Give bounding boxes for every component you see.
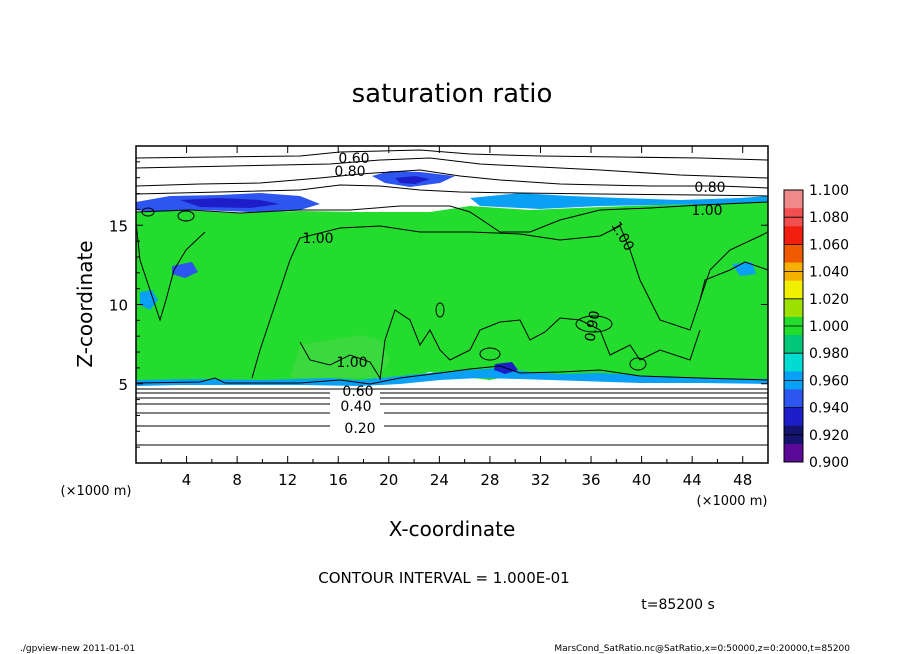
contour-line: [299, 225, 621, 241]
colorbar-label: 1.100: [809, 183, 849, 199]
colorbar-swatch: [784, 353, 803, 372]
colorbar-swatch: [784, 335, 803, 354]
plot-area: 0.600.800.801.001.001.001.000.900.600.40…: [135, 145, 769, 464]
x-tick-label: 8: [232, 471, 242, 489]
contour-label: 0.80: [334, 164, 365, 180]
moist-upper-band-right: [470, 193, 768, 209]
contour-label: 0.80: [694, 180, 725, 196]
contour-line: [135, 157, 769, 179]
contour-line: [177, 210, 195, 222]
colorbar-label: 0.960: [809, 373, 849, 389]
contour-interval-text: CONTOUR INTERVAL = 1.000E-01: [318, 569, 569, 587]
contour-line: [135, 169, 769, 189]
contour-line: [699, 261, 769, 301]
contour-line: [299, 341, 381, 379]
contour-line: [479, 347, 501, 361]
near-saturated-region: [290, 335, 390, 378]
colorbar-swatch: [784, 244, 803, 264]
contour-line: [135, 184, 769, 197]
colorbar-label: 0.900: [809, 455, 849, 471]
time-label: t=85200 s: [641, 597, 715, 613]
y-axis: 5 10 15: [109, 161, 768, 448]
x-tick-label: 24: [430, 471, 449, 489]
colorbar: 1.100 1.080 1.060 1.040 1.020 1.000 0.980 0.960…: [783, 183, 849, 471]
saturated-region: [136, 200, 768, 383]
contour-label: 0.40: [340, 399, 371, 415]
y-axis-label: Z-coordinate: [73, 240, 97, 367]
contour-label: 0.20: [344, 421, 375, 437]
contour-line: [435, 302, 445, 318]
colorbar-label: 0.980: [809, 346, 849, 362]
y-tick-label: 5: [118, 376, 128, 394]
colorbar-label: 0.940: [809, 401, 849, 417]
x-tick-label: 16: [329, 471, 348, 489]
moist-upper-band-core: [180, 198, 280, 208]
colorbar-swatch: [784, 443, 803, 463]
contour-line: [135, 201, 769, 233]
x-tick-label: 36: [581, 471, 600, 489]
colorbar-swatch: [784, 389, 803, 409]
contour-line: [629, 357, 647, 371]
x-tick-label: 12: [278, 471, 297, 489]
contour-line: [141, 207, 155, 217]
contour-lines: [135, 149, 769, 446]
y-tick-label: 10: [109, 297, 128, 315]
colorbar-label: 1.020: [809, 292, 849, 308]
moist-cloud-top-core: [395, 176, 430, 184]
contour-line: [135, 221, 206, 322]
contour-label: 0.60: [342, 384, 373, 400]
x-tick-label: 40: [632, 471, 651, 489]
y-unit-label: (×1000 m): [61, 484, 132, 499]
colorbar-label: 1.000: [809, 319, 849, 335]
contour-line: [575, 315, 613, 333]
contour-line: [135, 149, 769, 161]
contour-labels: 0.600.800.801.001.001.001.000.900.600.40…: [302, 151, 725, 437]
contour-line: [619, 225, 769, 331]
contour-line: [379, 309, 701, 381]
chart-title: saturation ratio: [352, 79, 553, 109]
x-tick-label: 32: [531, 471, 550, 489]
contour-label: 1.00: [336, 355, 367, 371]
contour-label: 0.90: [582, 309, 603, 342]
x-unit-label: (×1000 m): [697, 494, 768, 509]
contour-line: [135, 365, 769, 385]
contour-label: 1.00: [691, 203, 722, 219]
moist-left-patch-2: [172, 262, 198, 278]
x-tick-label: 48: [733, 471, 752, 489]
contour-label: 0.60: [338, 151, 369, 167]
colorbar-swatch: [784, 190, 803, 209]
x-tick-label: 28: [480, 471, 499, 489]
moist-left-patch: [140, 290, 158, 310]
contour-line: [251, 237, 301, 379]
footer-left: ./gpview-new 2011-01-01: [20, 644, 135, 654]
x-axis: 4 8 12 16 20 24 28 32 36 40 44 48: [160, 146, 752, 489]
x-tick-label: 44: [683, 471, 702, 489]
colorbar-swatch: [784, 226, 803, 245]
y-tick-label: 15: [109, 217, 128, 235]
x-tick-label: 4: [182, 471, 192, 489]
colorbar-label: 1.080: [809, 210, 849, 226]
colorbar-label: 0.920: [809, 428, 849, 444]
colorbar-swatch: [784, 407, 803, 427]
colorbar-swatch: [784, 298, 803, 318]
footer-right: MarsCond_SatRatio.nc@SatRatio,x=0:50000,…: [554, 644, 850, 654]
colorbar-label: 1.040: [809, 265, 849, 281]
x-axis-label: X-coordinate: [389, 517, 516, 541]
moist-lower-band: [136, 368, 768, 386]
colorbar-swatch: [784, 280, 803, 300]
contour-label: 1.00: [302, 231, 333, 247]
x-tick-label: 20: [379, 471, 398, 489]
colorbar-label: 1.060: [809, 237, 849, 253]
